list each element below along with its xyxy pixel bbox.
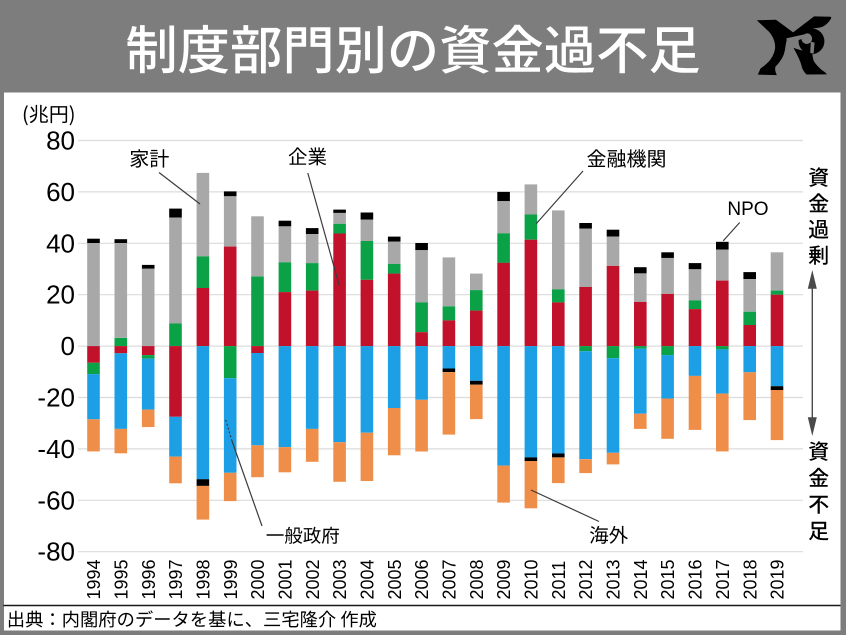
svg-text:2016: 2016: [686, 559, 706, 599]
svg-text:80: 80: [46, 126, 75, 156]
svg-text:2006: 2006: [412, 559, 432, 599]
svg-text:NPO: NPO: [727, 199, 768, 220]
svg-text:2000: 2000: [248, 559, 268, 599]
svg-text:2009: 2009: [494, 559, 514, 599]
svg-text:2015: 2015: [658, 559, 678, 599]
svg-text:-40: -40: [37, 434, 75, 464]
svg-text:2011: 2011: [549, 561, 569, 600]
svg-text:2017: 2017: [713, 559, 733, 599]
svg-text:1997: 1997: [166, 559, 186, 599]
svg-text:2012: 2012: [576, 559, 596, 599]
svg-text:1998: 1998: [194, 559, 214, 599]
svg-text:2014: 2014: [631, 559, 651, 599]
svg-text:-20: -20: [37, 383, 75, 413]
svg-text:2007: 2007: [440, 559, 460, 599]
svg-text:40: 40: [46, 228, 75, 258]
svg-text:2002: 2002: [303, 559, 323, 599]
svg-text:-80: -80: [37, 537, 75, 567]
svg-text:2001: 2001: [276, 559, 296, 599]
svg-text:60: 60: [46, 177, 75, 207]
svg-text:2018: 2018: [740, 559, 760, 599]
svg-text:-60: -60: [37, 485, 75, 515]
svg-text:2003: 2003: [330, 559, 350, 599]
svg-text:2010: 2010: [522, 559, 542, 599]
svg-text:2005: 2005: [385, 559, 405, 599]
svg-text:20: 20: [46, 280, 75, 310]
svg-text:1994: 1994: [84, 559, 104, 599]
svg-text:1995: 1995: [111, 559, 131, 599]
svg-text:2008: 2008: [467, 559, 487, 599]
svg-text:2004: 2004: [358, 559, 378, 599]
svg-text:1999: 1999: [221, 559, 241, 599]
svg-text:0: 0: [61, 331, 75, 361]
svg-text:2013: 2013: [604, 559, 624, 599]
svg-text:2019: 2019: [768, 559, 788, 599]
svg-text:1996: 1996: [139, 559, 159, 599]
